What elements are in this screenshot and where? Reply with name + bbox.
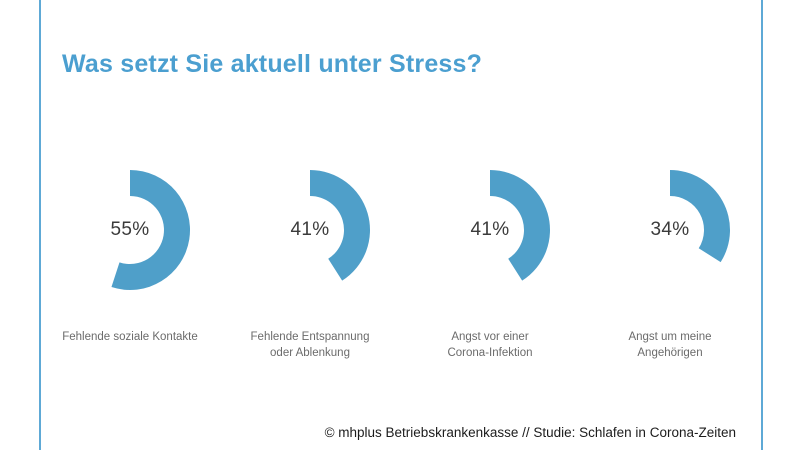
category-label: Angst um meine Angehörigen xyxy=(628,331,712,359)
donut-chart: 34% xyxy=(608,168,732,292)
percent-label: 41% xyxy=(290,219,330,240)
category-label: Fehlende soziale Kontakte xyxy=(62,331,198,343)
donut-gauge: 55% Fehlende soziale Kontakte xyxy=(40,168,220,361)
percent-label: 34% xyxy=(650,219,690,240)
donut-arc-svg xyxy=(310,170,371,281)
donut-arc xyxy=(670,170,731,263)
donut-arc xyxy=(111,170,191,290)
gauge-row: 55% Fehlende soziale Kontakte 41% Fehlende … xyxy=(40,168,760,361)
percent-label: 55% xyxy=(110,219,150,240)
donut-arc-svg xyxy=(111,170,191,290)
category-label: Angst vor einer Corona-Infektion xyxy=(447,331,533,359)
left-border-line xyxy=(39,0,41,450)
right-border-line xyxy=(761,0,763,450)
donut-arc-svg xyxy=(670,170,731,263)
donut-arc xyxy=(310,170,371,281)
donut-gauge: 34% Angst um meine Angehörigen xyxy=(580,168,760,361)
donut-chart: 55% xyxy=(68,168,192,292)
donut-chart: 41% xyxy=(428,168,552,292)
donut-chart: 41% xyxy=(248,168,372,292)
category-label: Fehlende Entspannung oder Ablenkung xyxy=(250,331,370,359)
donut-arc-svg xyxy=(490,170,551,281)
donut-gauge: 41% Fehlende Entspannung oder Ablenkung xyxy=(220,168,400,361)
donut-arc xyxy=(490,170,551,281)
percent-label: 41% xyxy=(470,219,510,240)
donut-gauge: 41% Angst vor einer Corona-Infektion xyxy=(400,168,580,361)
source-footer: © mhplus Betriebskrankenkasse // Studie:… xyxy=(324,425,736,440)
page-title: Was setzt Sie aktuell unter Stress? xyxy=(62,50,483,78)
